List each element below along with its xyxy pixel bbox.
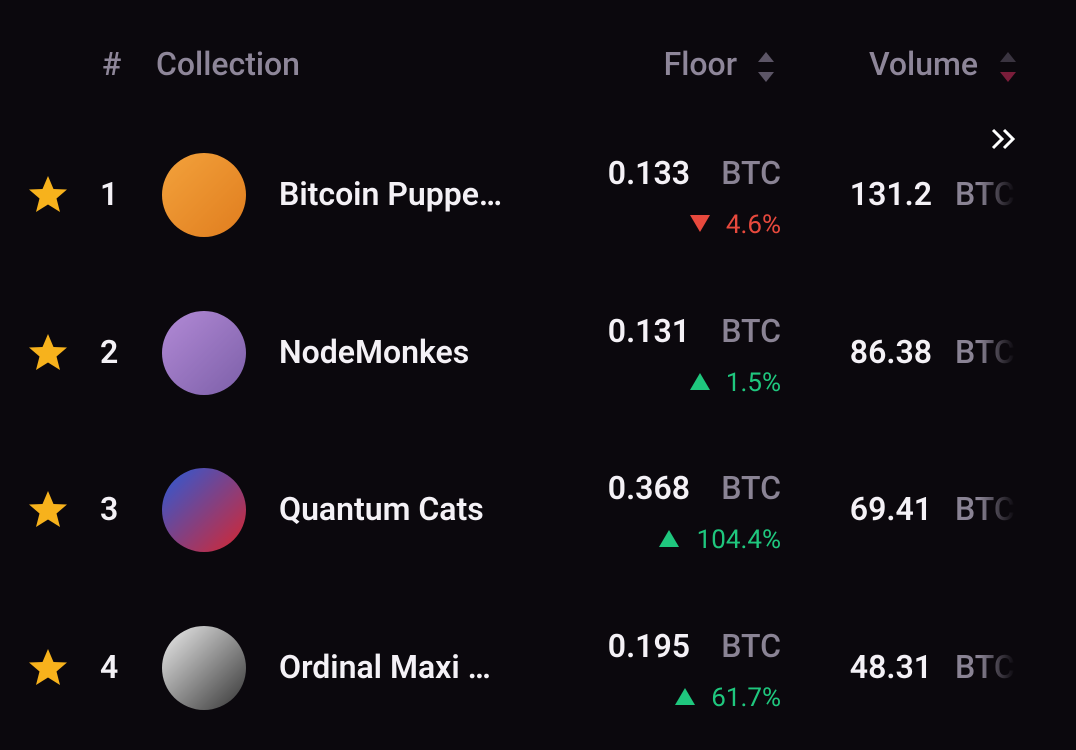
volume: 69.41 <box>849 490 932 529</box>
floor-price: 0.368 <box>607 469 690 508</box>
volume-header[interactable]: Volume <box>868 45 978 83</box>
floor-price: 0.195 <box>607 627 690 666</box>
volume-unit: BTC <box>955 175 1015 213</box>
collection-avatar[interactable] <box>162 468 246 553</box>
collection-name[interactable]: Ordinal Maxi … <box>279 648 491 687</box>
favorite-star[interactable] <box>26 646 70 690</box>
volume-unit: BTC <box>955 648 1015 687</box>
change-arrow <box>674 688 695 706</box>
volume-unit: BTC <box>955 490 1015 529</box>
volume-unit: BTC <box>955 332 1015 371</box>
floor-change: 1.5% <box>725 367 781 398</box>
volume-sort-icon[interactable] <box>998 46 1018 86</box>
rank-header: # <box>102 45 122 83</box>
volume: 131.2 <box>849 175 932 213</box>
change-arrow <box>659 530 679 548</box>
collection-name[interactable]: Bitcoin Puppe… <box>279 175 503 213</box>
volume: 86.38 <box>849 332 932 371</box>
floor-header[interactable]: Floor <box>663 45 737 83</box>
floor-price: 0.133 <box>607 154 690 192</box>
collection-avatar[interactable] <box>162 153 246 237</box>
favorite-star[interactable] <box>26 488 70 532</box>
favorite-star[interactable] <box>26 331 70 375</box>
floor-change: 4.6% <box>725 210 781 240</box>
volume: 48.31 <box>849 648 932 687</box>
collection-avatar[interactable] <box>162 310 246 395</box>
rank: 1 <box>100 175 119 213</box>
floor-change: 104.4% <box>696 525 781 556</box>
favorite-star[interactable] <box>26 173 70 217</box>
collection-header[interactable]: Collection <box>156 45 300 83</box>
collection-name[interactable]: NodeMonkes <box>279 332 470 371</box>
floor-unit: BTC <box>721 311 781 350</box>
change-arrow <box>690 215 710 232</box>
rank: 4 <box>100 648 119 687</box>
change-arrow <box>690 372 710 390</box>
floor-sort-icon[interactable] <box>756 46 776 86</box>
floor-price: 0.131 <box>607 311 690 350</box>
rank: 3 <box>100 490 119 529</box>
collection-name[interactable]: Quantum Cats <box>279 490 484 529</box>
floor-unit: BTC <box>721 154 781 192</box>
rank: 2 <box>100 332 119 371</box>
collection-avatar[interactable] <box>162 626 246 711</box>
floor-change: 61.7% <box>711 683 781 714</box>
floor-unit: BTC <box>721 627 781 666</box>
scroll-right-icon[interactable] <box>990 126 1020 152</box>
floor-unit: BTC <box>721 469 781 508</box>
